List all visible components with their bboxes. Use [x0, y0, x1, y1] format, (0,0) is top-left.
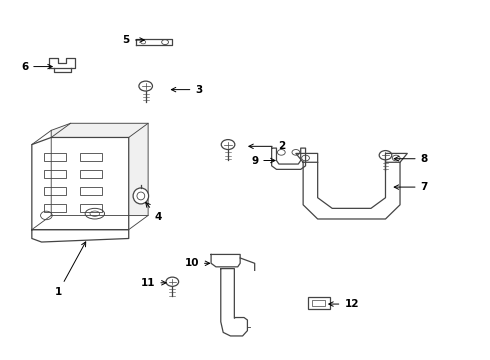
- Polygon shape: [211, 255, 240, 267]
- Polygon shape: [49, 58, 75, 68]
- Polygon shape: [32, 138, 129, 230]
- Bar: [44, 204, 66, 212]
- Text: 7: 7: [394, 182, 428, 192]
- Bar: [308, 297, 330, 309]
- Text: 9: 9: [251, 156, 275, 166]
- Text: 1: 1: [55, 242, 86, 297]
- Polygon shape: [386, 153, 407, 162]
- Polygon shape: [303, 162, 400, 219]
- Circle shape: [166, 277, 179, 286]
- Text: 3: 3: [172, 85, 202, 95]
- Circle shape: [139, 81, 152, 91]
- Bar: [80, 187, 102, 195]
- Bar: [44, 187, 66, 195]
- Circle shape: [221, 140, 235, 149]
- Polygon shape: [32, 230, 129, 242]
- Text: 11: 11: [141, 278, 166, 288]
- Bar: [44, 153, 66, 161]
- Bar: [312, 300, 325, 306]
- Polygon shape: [136, 39, 172, 45]
- Text: 6: 6: [21, 62, 52, 72]
- Bar: [44, 170, 66, 178]
- Text: 8: 8: [394, 154, 428, 164]
- Polygon shape: [221, 269, 247, 336]
- Polygon shape: [271, 148, 306, 169]
- Text: 4: 4: [146, 202, 162, 222]
- Polygon shape: [51, 123, 148, 215]
- Text: 12: 12: [329, 299, 359, 309]
- Text: 2: 2: [249, 141, 285, 151]
- Text: 5: 5: [122, 35, 144, 45]
- Circle shape: [379, 150, 392, 160]
- Bar: [80, 204, 102, 212]
- Bar: [80, 153, 102, 161]
- Ellipse shape: [133, 188, 148, 204]
- Text: 10: 10: [184, 258, 210, 268]
- Bar: [80, 170, 102, 178]
- Polygon shape: [296, 153, 318, 162]
